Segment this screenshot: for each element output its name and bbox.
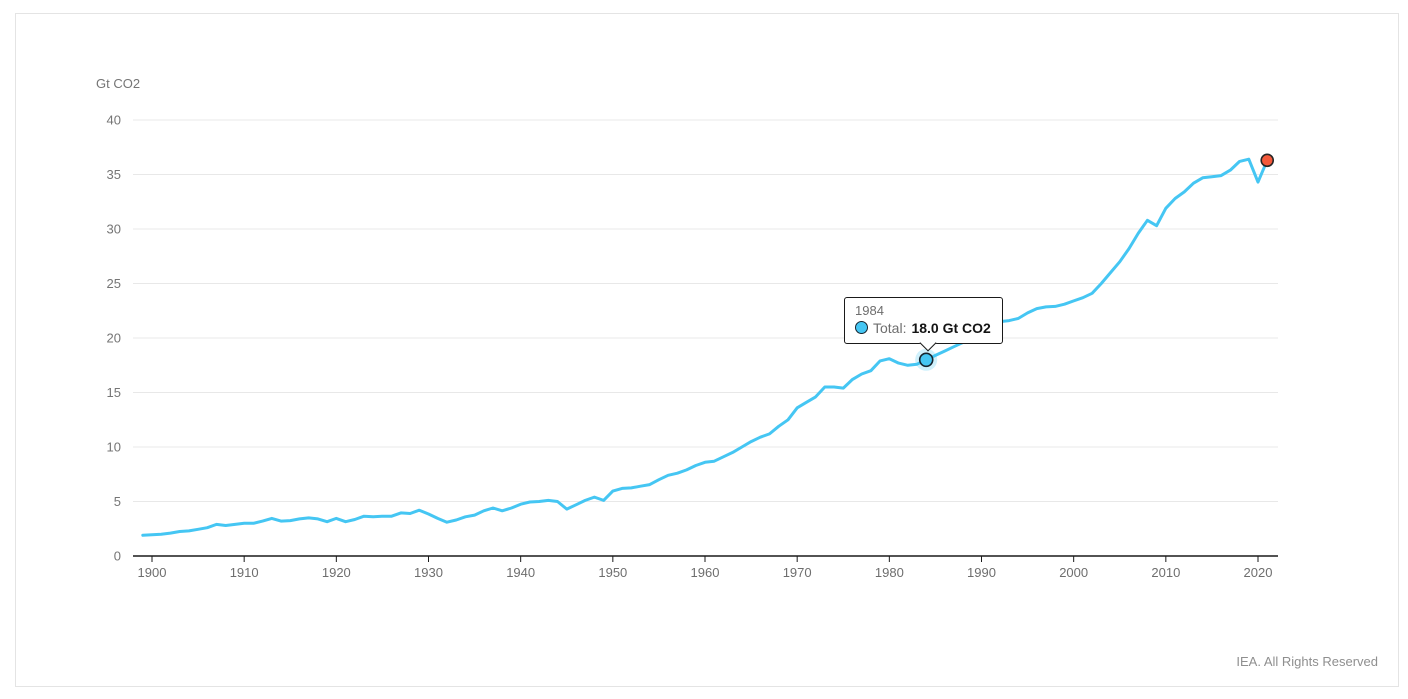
copyright-note: IEA. All Rights Reserved xyxy=(1236,654,1378,669)
x-tick-label-2000: 2000 xyxy=(1059,565,1088,580)
y-tick-label-0: 0 xyxy=(114,549,121,564)
y-tick-label-20: 20 xyxy=(107,331,121,346)
x-tick-label-2020: 2020 xyxy=(1244,565,1273,580)
x-tick-label-1940: 1940 xyxy=(506,565,535,580)
x-tick-label-2010: 2010 xyxy=(1151,565,1180,580)
y-tick-label-10: 10 xyxy=(107,440,121,455)
tooltip-year: 1984 xyxy=(855,303,884,318)
y-tick-label-40: 40 xyxy=(107,113,121,128)
tooltip-series-label: Total: xyxy=(873,319,907,336)
x-tick-label-1910: 1910 xyxy=(230,565,259,580)
tooltip-value: 18.0 Gt CO2 xyxy=(911,319,991,336)
y-tick-label-35: 35 xyxy=(107,167,121,182)
x-tick-label-1980: 1980 xyxy=(875,565,904,580)
chart-card xyxy=(15,13,1399,687)
x-tick-label-1900: 1900 xyxy=(138,565,167,580)
x-tick-label-1960: 1960 xyxy=(691,565,720,580)
x-tick-label-1950: 1950 xyxy=(598,565,627,580)
series-line-total[interactable] xyxy=(141,157,1269,537)
y-tick-label-30: 30 xyxy=(107,222,121,237)
y-tick-label-5: 5 xyxy=(114,494,121,509)
x-tick-label-1930: 1930 xyxy=(414,565,443,580)
latest-point-marker[interactable] xyxy=(1260,153,1275,168)
y-axis-unit-label: Gt CO2 xyxy=(96,76,141,91)
y-tick-label-15: 15 xyxy=(107,385,121,400)
y-tick-label-25: 25 xyxy=(107,276,121,291)
x-tick-label-1920: 1920 xyxy=(322,565,351,580)
tooltip-series-row: Total: 18.0 Gt CO2 xyxy=(855,320,991,336)
highlighted-point[interactable] xyxy=(918,352,934,368)
tooltip: 1984 Total: 18.0 Gt CO2 xyxy=(844,297,1003,352)
tooltip-series-marker-icon xyxy=(855,321,868,335)
x-tick-label-1990: 1990 xyxy=(967,565,996,580)
x-tick-label-1970: 1970 xyxy=(783,565,812,580)
